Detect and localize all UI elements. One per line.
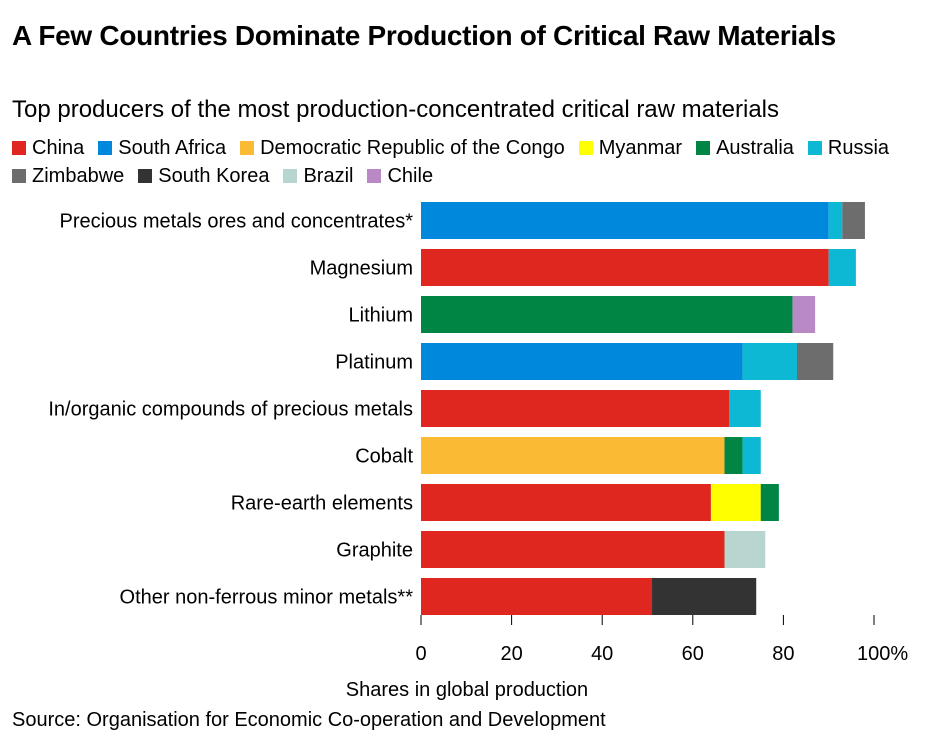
legend-label: Australia [716,137,794,159]
bar-segment [421,390,730,427]
legend-item: China [12,137,84,159]
legend-label: Zimbabwe [32,165,125,187]
bar-segment [421,437,725,474]
legend-label: China [32,137,85,159]
category-label: Other non-ferrous minor metals** [120,587,414,609]
bar-segment [828,202,843,239]
legend-swatch [138,169,153,183]
legend-swatch [240,141,255,155]
legend-item: Democratic Republic of the Congo [240,137,565,159]
bar-segment [710,484,761,521]
legend-label: South Korea [158,165,270,187]
category-label: Precious metals ores and concentrates* [59,211,413,233]
chart-subtitle: Top producers of the most production-con… [12,96,780,123]
bar-segment [742,343,797,380]
x-tick-label: 0 [415,643,426,665]
legend-item: Myanmar [578,137,683,159]
source-note: Source: Organisation for Economic Co-ope… [12,709,606,731]
legend-label: Chile [387,165,434,187]
category-label: Rare-earth elements [231,493,413,515]
bar-segment [421,484,711,521]
legend-swatch [367,169,382,183]
category-labels: Precious metals ores and concentrates* Ma… [48,211,413,609]
legend-label: Democratic Republic of the Congo [260,137,565,159]
bar-segment [842,202,865,239]
x-tick-label: 40 [591,643,613,665]
legend-swatch [12,169,26,183]
bar-segment [792,296,816,333]
x-axis-title: Shares in global production [346,679,588,701]
chart-title: A Few Countries Dominate Production of C… [12,20,836,51]
category-label: Magnesium [310,258,413,280]
bar-segment [724,437,743,474]
x-axis: 0 20 40 60 80 100% Shares in global production [346,615,908,701]
bar-segment [828,249,856,286]
legend: China South Africa Democratic Republic of … [12,137,932,187]
legend-label: Myanmar [598,137,683,159]
category-label: Graphite [336,540,413,562]
legend-item: Zimbabwe [12,165,124,187]
bar-segment [724,531,766,568]
x-tick-label: 100% [857,643,908,665]
legend-swatch [807,141,822,155]
legend-swatch [696,141,711,155]
category-label: In/organic compounds of precious metals [48,399,413,421]
bar-segment [796,343,834,380]
category-label: Cobalt [355,446,413,468]
legend-item: South Africa [98,137,226,159]
x-tick-label: 80 [772,643,794,665]
bar-segment [421,202,829,239]
legend-item: South Korea [138,165,269,187]
legend-label: Russia [827,137,890,159]
bar-segment [760,484,779,521]
bar-segment [421,296,793,333]
bar-segment [652,578,757,615]
legend-swatch [283,169,298,183]
legend-item: Australia [696,137,794,159]
legend-item: Chile [367,165,433,187]
x-tick-label: 60 [682,643,704,665]
legend-swatch [578,141,593,155]
bar-segment [421,578,653,615]
bar-segment [421,343,743,380]
bar-segment [742,437,761,474]
bar-segment [421,531,725,568]
legend-label: Brazil [303,165,354,187]
bar-segment [421,249,829,286]
bar-segment [729,390,761,427]
legend-item: Brazil [283,165,353,187]
legend-label: South Africa [118,137,227,159]
x-tick-label: 20 [500,643,522,665]
legend-swatch [98,141,113,155]
category-label: Lithium [349,305,413,327]
bar-group [421,202,865,615]
category-label: Platinum [335,352,413,374]
legend-item: Russia [807,137,890,159]
legend-swatch [12,141,26,155]
